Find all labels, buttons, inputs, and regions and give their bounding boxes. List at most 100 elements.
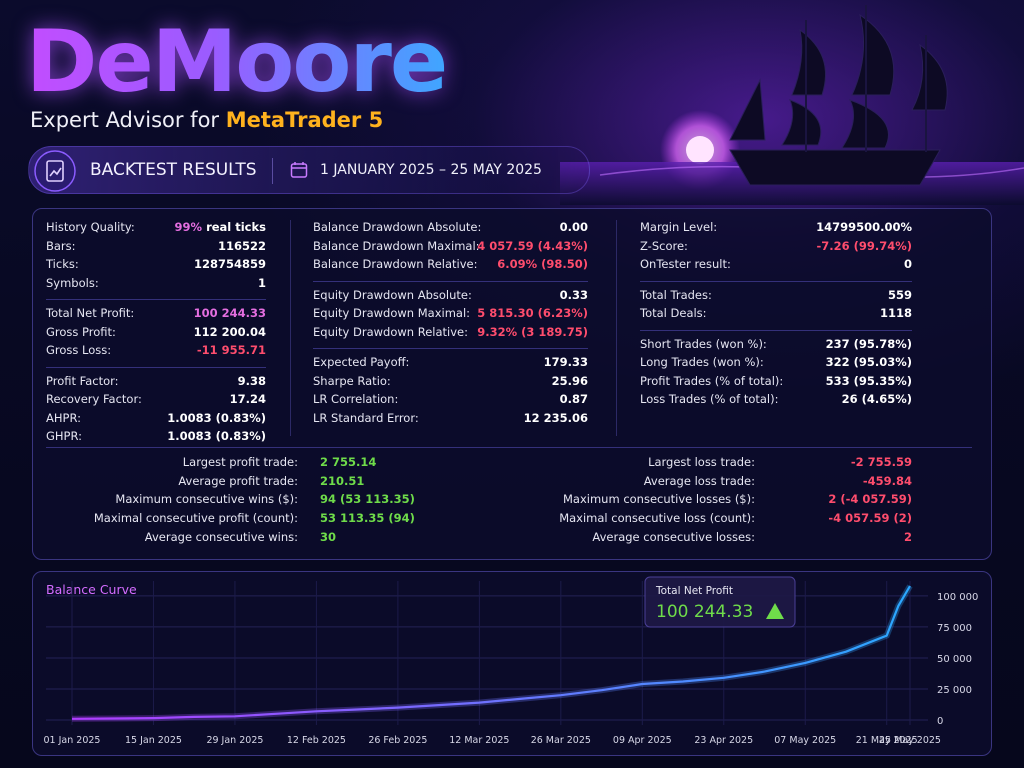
stat-value: 17.24 bbox=[66, 392, 266, 406]
y-tick-label: 100 000 bbox=[937, 592, 978, 603]
stat-value: 322 (95.03%) bbox=[712, 355, 912, 369]
stat-label: Long Trades (won %): bbox=[640, 355, 764, 369]
stat-value: 116522 bbox=[66, 239, 266, 253]
stat-label: GHPR: bbox=[46, 429, 83, 443]
chart-title: Balance Curve bbox=[46, 582, 137, 597]
trade-value: 210.51 bbox=[320, 473, 365, 488]
trade-value: 2 (-4 057.59) bbox=[828, 492, 912, 507]
stat-value-text: 1.0083 (0.83%) bbox=[167, 410, 266, 425]
trade-value: -4 057.59 (2) bbox=[828, 511, 912, 526]
stat-value-text: -11 955.71 bbox=[196, 343, 266, 357]
stat-value: 128754859 bbox=[66, 257, 266, 271]
callout-label: Total Net Profit bbox=[655, 585, 733, 597]
trade-value: 94 (53 113.35) bbox=[320, 492, 415, 507]
trade-label: Maximal consecutive profit (count): bbox=[93, 511, 298, 526]
stats-panel bbox=[32, 208, 992, 560]
stat-label: Ticks: bbox=[46, 257, 79, 271]
stat-value-text: 9.38 bbox=[237, 373, 266, 388]
stat-note: real ticks bbox=[206, 220, 266, 234]
stat-value: 14799500.00% bbox=[712, 220, 912, 234]
y-tick-label: 50 000 bbox=[937, 654, 972, 665]
separator bbox=[313, 280, 588, 282]
separator bbox=[46, 366, 266, 368]
stat-value: 0.00 bbox=[388, 220, 588, 234]
stat-value: 179.33 bbox=[388, 355, 588, 369]
stat-value-text: 100 244.33 bbox=[193, 306, 266, 320]
trade-label: Maximal consecutive loss (count): bbox=[559, 511, 755, 526]
x-tick-label: 26 Feb 2025 bbox=[368, 735, 427, 746]
stat-label: Gross Profit: bbox=[46, 324, 116, 339]
stat-label: Symbols: bbox=[46, 275, 99, 290]
trade-value: -2 755.59 bbox=[850, 455, 912, 469]
x-tick-label: 07 May 2025 bbox=[774, 735, 836, 746]
divider bbox=[272, 158, 273, 184]
separator bbox=[640, 280, 912, 282]
stat-label: Sharpe Ratio: bbox=[313, 373, 391, 388]
stat-label: OnTester result: bbox=[640, 257, 731, 271]
stat-value-text: 5 815.30 (6.23%) bbox=[477, 306, 588, 320]
stat-value: 100 244.33 bbox=[66, 306, 266, 320]
x-tick-label: 25 May 2025 bbox=[879, 735, 941, 746]
stat-label: Total Net Profit: bbox=[46, 306, 135, 320]
stat-value: 1.0083 (0.83%) bbox=[66, 411, 266, 425]
trade-value: 53 113.35 (94) bbox=[320, 511, 415, 526]
subtitle: Expert Advisor for MetaTrader 5 bbox=[30, 108, 383, 132]
stat-value-text: 116522 bbox=[217, 238, 266, 253]
stat-label: Balance Drawdown Maximal: bbox=[313, 238, 480, 253]
stat-label: Balance Drawdown Relative: bbox=[313, 257, 478, 271]
balance-line bbox=[71, 585, 911, 720]
divider bbox=[290, 220, 291, 436]
stat-label: AHPR: bbox=[46, 410, 81, 425]
stat-label: Bars: bbox=[46, 238, 76, 253]
y-tick-label: 25 000 bbox=[937, 685, 972, 696]
stat-label: History Quality: bbox=[46, 220, 135, 234]
stat-value-text: 1118 bbox=[879, 306, 912, 320]
stat-label: Equity Drawdown Maximal: bbox=[313, 306, 471, 320]
callout-value: 100 244.33 bbox=[656, 602, 753, 622]
stat-label: Short Trades (won %): bbox=[640, 336, 767, 351]
stat-value-text: 6.09% (98.50) bbox=[497, 257, 588, 271]
stat-value: 9.32% (3 189.75) bbox=[388, 325, 588, 339]
trade-label: Average profit trade: bbox=[178, 473, 298, 488]
stat-value-text: 0.33 bbox=[559, 287, 588, 302]
y-tick-label: 75 000 bbox=[937, 623, 972, 634]
trade-value: 2 755.14 bbox=[320, 455, 377, 469]
stat-value-text: 1 bbox=[257, 275, 266, 290]
trade-label: Average loss trade: bbox=[643, 473, 755, 488]
stat-value-text: 559 bbox=[887, 287, 912, 302]
chart-panel bbox=[32, 571, 992, 756]
separator bbox=[46, 447, 972, 448]
stat-label: Margin Level: bbox=[640, 220, 718, 234]
stat-value: 25.96 bbox=[388, 374, 588, 388]
callout-box bbox=[644, 576, 796, 628]
report-icon bbox=[34, 150, 76, 192]
stat-value: 559 bbox=[712, 288, 912, 302]
trade-label: Maximum consecutive losses ($): bbox=[563, 492, 755, 507]
stat-label: Recovery Factor: bbox=[46, 392, 142, 406]
trade-value: -459.84 bbox=[862, 473, 912, 488]
stat-label: LR Correlation: bbox=[313, 392, 399, 406]
stat-value: 112 200.04 bbox=[66, 325, 266, 339]
stat-value-text: 322 (95.03%) bbox=[825, 355, 912, 369]
stat-value-text: 4 057.59 (4.43%) bbox=[477, 238, 588, 253]
x-tick-label: 12 Mar 2025 bbox=[449, 735, 509, 746]
stat-value-text: 9.32% (3 189.75) bbox=[477, 324, 588, 339]
stat-label: Equity Drawdown Relative: bbox=[313, 324, 468, 339]
trade-label: Maximum consecutive wins ($): bbox=[115, 492, 298, 507]
trade-label: Average consecutive wins: bbox=[144, 529, 298, 544]
stat-value: 1118 bbox=[712, 306, 912, 320]
stat-value-text: 533 (95.35%) bbox=[825, 373, 912, 388]
stat-value-text: 237 (95.78%) bbox=[825, 336, 912, 351]
stat-label: Expected Payoff: bbox=[313, 355, 410, 369]
stat-value: 99% real ticks bbox=[66, 220, 266, 234]
calendar-icon bbox=[290, 162, 308, 178]
stat-value: -7.26 (99.74%) bbox=[712, 239, 912, 253]
stat-value-text: 26 (4.65%) bbox=[841, 392, 912, 406]
stat-label: LR Standard Error: bbox=[313, 410, 419, 425]
x-tick-label: 23 Apr 2025 bbox=[694, 735, 753, 746]
x-tick-label: 29 Jan 2025 bbox=[206, 735, 263, 746]
separator bbox=[46, 299, 266, 300]
callout-arrow bbox=[766, 603, 784, 619]
stat-value: 4 057.59 (4.43%) bbox=[388, 239, 588, 253]
stat-value-text: 179.33 bbox=[543, 355, 588, 369]
